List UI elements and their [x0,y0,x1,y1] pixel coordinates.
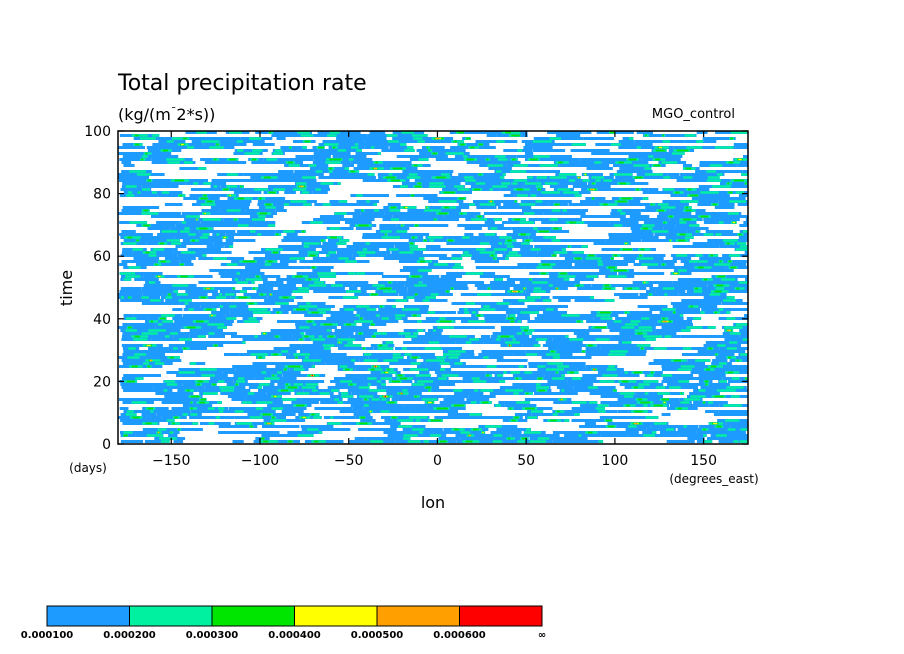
y-tick-label: 80 [93,187,111,203]
colorbar: 0.000100 0.000200 0.000300 0.000400 0.000500… [21,605,546,641]
y-tick-label: 40 [93,312,111,328]
colorbar-label: 0.000200 [103,630,156,641]
x-axis-ticks: −150 −100 −50 0 50 100 150 [152,131,717,469]
x-tick-label: −150 [152,453,190,469]
colorbar-swatch [46,605,130,627]
x-tick-label: 150 [690,453,717,469]
colorbar-swatch [211,605,295,627]
colorbar-label: 0.000400 [268,630,321,641]
precipitation-field [118,131,748,444]
colorbar-swatch [294,605,378,627]
chart-units: (kg/(m¯2*s)) [118,105,215,124]
y-axis-label: time [57,270,76,306]
colorbar-label: 0.000300 [186,630,239,641]
colorbar-label: 0.000600 [433,630,486,641]
colorbar-swatch [459,605,543,627]
colorbar-label: 0.000500 [351,630,404,641]
y-axis-ticks: 0 20 40 60 80 100 [84,124,748,453]
x-tick-label: −50 [334,453,364,469]
colorbar-swatch [129,605,213,627]
x-tick-label: −100 [241,453,279,469]
y-tick-label: 20 [93,374,111,390]
colorbar-label: ∞ [538,630,546,641]
x-tick-label: 50 [517,453,535,469]
x-axis-units: (degrees_east) [669,472,758,486]
x-tick-label: 0 [433,453,442,469]
colorbar-swatch [376,605,460,627]
y-tick-label: 60 [93,249,111,265]
y-tick-label: 100 [84,124,111,140]
x-axis-label: lon [421,493,445,512]
colorbar-label: 0.000100 [21,630,74,641]
y-axis-units: (days) [69,461,107,475]
chart-title: Total precipitation rate [117,71,367,96]
plot-frame [117,130,749,445]
dataset-label: MGO_control [652,107,735,122]
y-tick-label: 0 [102,437,111,453]
x-tick-label: 100 [602,453,629,469]
